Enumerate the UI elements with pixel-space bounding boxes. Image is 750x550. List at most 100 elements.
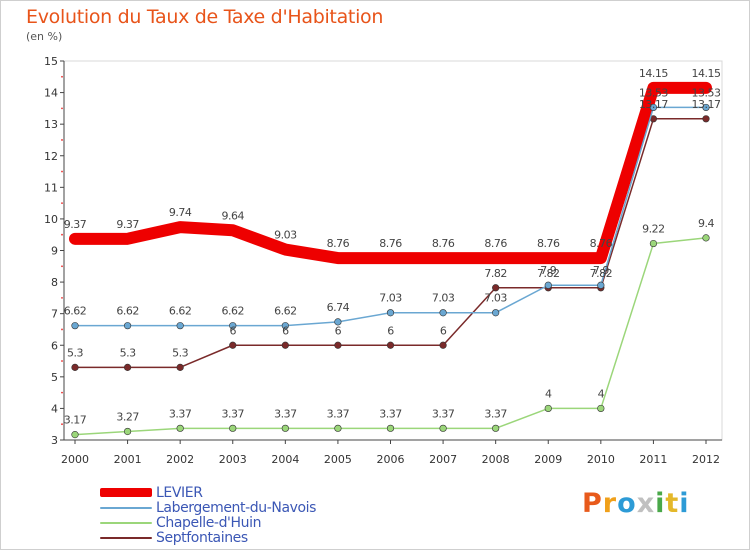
data-label: 6 [282,324,289,337]
legend-item-septfontaines[interactable]: Septfontaines [100,530,316,546]
data-label: 8.76 [379,237,402,250]
x-tick-label: 2000 [61,453,89,466]
data-point [439,424,447,432]
data-point [334,318,342,326]
data-label: 13.17 [639,98,668,111]
chart-subtitle: (en %) [26,30,63,43]
data-label: 4 [598,387,605,400]
data-point [281,341,289,349]
data-label: 3.37 [484,407,507,420]
x-tick-label: 2012 [692,453,720,466]
data-point [597,404,605,413]
plot-area [63,60,723,441]
y-tick-label: 5 [51,371,58,384]
data-label: 3.37 [379,407,402,420]
data-point [229,424,237,432]
y-tick-label: 6 [51,339,58,352]
data-point [123,427,132,436]
data-point [492,284,500,292]
x-tick-label: 2003 [219,453,247,466]
data-label: 13.17 [692,98,721,111]
y-tick-label: 4 [51,402,58,415]
data-label: 3.37 [432,407,455,420]
data-label: 9.37 [116,218,139,231]
logo-letter: x [636,488,656,519]
data-point [386,309,395,317]
data-label: 13.53 [692,86,721,99]
data-label: 7.9 [593,264,609,277]
data-label: 9.22 [642,223,665,236]
data-label: 6.62 [222,305,245,318]
data-point [439,309,447,317]
proxiti-logo: Proxiti [582,488,690,519]
x-tick-label: 2011 [639,453,667,466]
logo-letter: P [582,488,603,519]
y-tick-label: 15 [44,55,58,68]
legend-label-labergement: Labergement-du-Navois [156,499,317,516]
data-point [123,363,132,371]
data-point [229,322,237,330]
data-point [439,341,447,349]
data-label: 5.3 [172,346,188,359]
legend: LEVIER Labergement-du-Navois Chapelle-d'… [100,485,317,546]
chart-title: Evolution du Taux de Taxe d'Habitation [26,6,384,28]
data-label: 7.9 [540,264,556,277]
data-label: 6.62 [116,305,139,318]
data-label: 6 [335,324,342,337]
legend-item-levier[interactable]: LEVIER [100,485,316,501]
data-label: 6.62 [64,305,87,318]
y-minor-tick [61,139,63,141]
data-point [123,322,132,330]
y-minor-tick [61,328,63,331]
data-point [334,341,342,349]
data-label: 9.03 [274,229,297,242]
data-point [544,281,552,289]
x-tick-label: 2006 [377,453,405,466]
y-tick-label: 3 [51,434,58,447]
data-point [176,424,184,432]
legend-swatch-chapelle [100,521,152,524]
y-tick-label: 7 [51,308,58,321]
y-tick-label: 11 [44,181,58,194]
x-tick-label: 2001 [114,453,142,466]
y-minor-tick [61,391,63,394]
logo-letter: o [617,488,637,519]
data-point [334,424,342,432]
data-label: 3.37 [274,407,297,420]
x-tick-label: 2008 [482,453,510,466]
data-label: 14.15 [639,67,668,80]
data-label: 4 [545,387,552,400]
x-tick-label: 2005 [324,453,352,466]
data-point [702,103,710,112]
legend-item-chapelle[interactable]: Chapelle-d'Huin [100,515,316,531]
logo-letter: r [602,488,618,519]
y-tick-label: 8 [51,276,58,289]
data-point [544,404,552,413]
legend-swatch-labergement [100,506,152,509]
data-label: 7.82 [590,267,613,280]
data-label: 8.76 [484,237,507,250]
y-minor-tick [61,423,63,426]
data-point [71,322,79,330]
data-label: 9.37 [64,218,87,231]
y-tick-label: 13 [44,118,58,131]
data-label: 6 [230,324,237,337]
data-label: 6.62 [169,305,192,318]
data-point [386,341,395,349]
data-label: 6.74 [327,301,350,314]
data-point [281,424,289,432]
data-label: 8.76 [537,237,560,250]
y-tick-label: 12 [44,150,58,163]
legend-swatch-levier [100,488,152,497]
data-label: 9.4 [698,217,714,230]
x-tick-label: 2004 [271,453,299,466]
legend-item-labergement[interactable]: Labergement-du-Navois [100,499,317,516]
data-point [492,309,500,317]
data-label: 7.82 [537,267,560,280]
data-label: 8.76 [327,237,350,250]
data-point [597,281,605,289]
data-label: 5.3 [120,346,136,359]
data-label: 3.37 [327,407,350,420]
